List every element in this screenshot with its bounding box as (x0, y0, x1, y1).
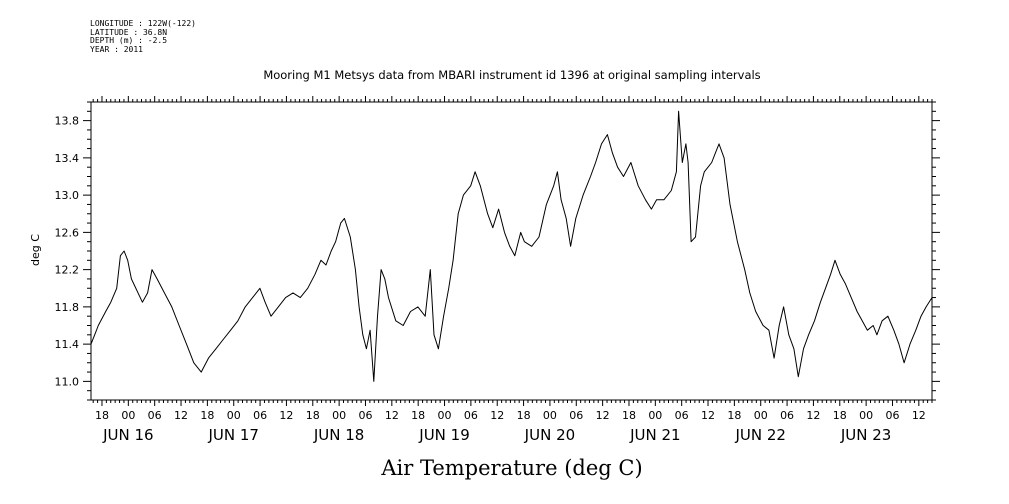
x-tick-label-hour: 06 (780, 409, 794, 422)
x-tick-label-day: JUN 20 (524, 426, 575, 444)
x-tick-label-hour: 06 (148, 409, 162, 422)
x-tick-label-hour: 00 (648, 409, 662, 422)
y-axis-label: deg C (29, 234, 42, 266)
y-tick-label: 11.0 (55, 375, 80, 388)
x-tick-label-day: JUN 16 (102, 426, 153, 444)
x-tick-label-hour: 12 (174, 409, 188, 422)
x-tick-label-hour: 18 (517, 409, 531, 422)
x-tick-label-hour: 18 (306, 409, 320, 422)
x-tick-label-hour: 12 (385, 409, 399, 422)
x-tick-label-hour: 00 (859, 409, 873, 422)
x-tick-label-hour: 18 (95, 409, 109, 422)
latitude-text: LATITUDE : 36.8N (90, 27, 168, 37)
y-tick-label: 11.4 (55, 338, 80, 351)
series-line (90, 110, 933, 382)
x-tick-label-hour: 18 (622, 409, 636, 422)
y-tick-label: 13.0 (55, 189, 80, 202)
x-tick-label-hour: 00 (332, 409, 346, 422)
x-tick-label-hour: 12 (701, 409, 715, 422)
y-tick-label: 13.8 (55, 115, 80, 128)
x-tick-label-hour: 12 (806, 409, 820, 422)
y-tick-label: 12.6 (55, 226, 80, 239)
x-tick-label-day: JUN 21 (629, 426, 680, 444)
x-tick-label-hour: 18 (833, 409, 847, 422)
x-tick-label-hour: 06 (358, 409, 372, 422)
x-tick-label-hour: 00 (438, 409, 452, 422)
x-tick-label-hour: 06 (569, 409, 583, 422)
x-tick-label-hour: 12 (596, 409, 610, 422)
year-text: YEAR : 2011 (90, 44, 143, 54)
y-tick-label: 13.4 (55, 152, 80, 165)
x-tick-label-hour: 12 (912, 409, 926, 422)
x-tick-label-day: JUN 17 (207, 426, 258, 444)
x-tick-label-hour: 12 (279, 409, 293, 422)
series-group (90, 110, 933, 382)
x-tick-label-hour: 00 (754, 409, 768, 422)
x-tick-label-hour: 00 (543, 409, 557, 422)
x-tick-label-hour: 18 (200, 409, 214, 422)
y-tick-label: 12.2 (55, 264, 80, 277)
x-tick-label-hour: 12 (490, 409, 504, 422)
chart-title: Mooring M1 Metsys data from MBARI instru… (263, 68, 760, 82)
longitude-text: LONGITUDE : 122W(-122) (90, 19, 196, 28)
metadata-block: LONGITUDE : 122W(-122) LATITUDE : 36.8N … (90, 19, 196, 54)
x-tick-label-hour: 00 (121, 409, 135, 422)
x-tick-label-hour: 06 (675, 409, 689, 422)
x-tick-label-hour: 18 (727, 409, 741, 422)
x-tick-label-hour: 06 (885, 409, 899, 422)
plot-frame (90, 101, 933, 401)
x-tick-label-hour: 18 (411, 409, 425, 422)
x-tick-label-hour: 00 (227, 409, 241, 422)
x-tick-label-day: JUN 19 (418, 426, 469, 444)
x-tick-label-day: JUN 18 (313, 426, 364, 444)
x-tick-label-day: JUN 22 (734, 426, 785, 444)
y-tick-label: 11.8 (55, 301, 80, 314)
x-tick-label-day: JUN 23 (840, 426, 891, 444)
x-axis-label: Air Temperature (deg C) (380, 456, 642, 480)
x-tick-label-hour: 06 (464, 409, 478, 422)
axes-group: 18 00 06 12 18 00 06 12 18 00 06 12 18 00 06 12 18 00 06 12… (55, 96, 940, 444)
depth-text: DEPTH (m) : -2.5 (90, 36, 168, 45)
x-tick-label-hour: 06 (253, 409, 267, 422)
